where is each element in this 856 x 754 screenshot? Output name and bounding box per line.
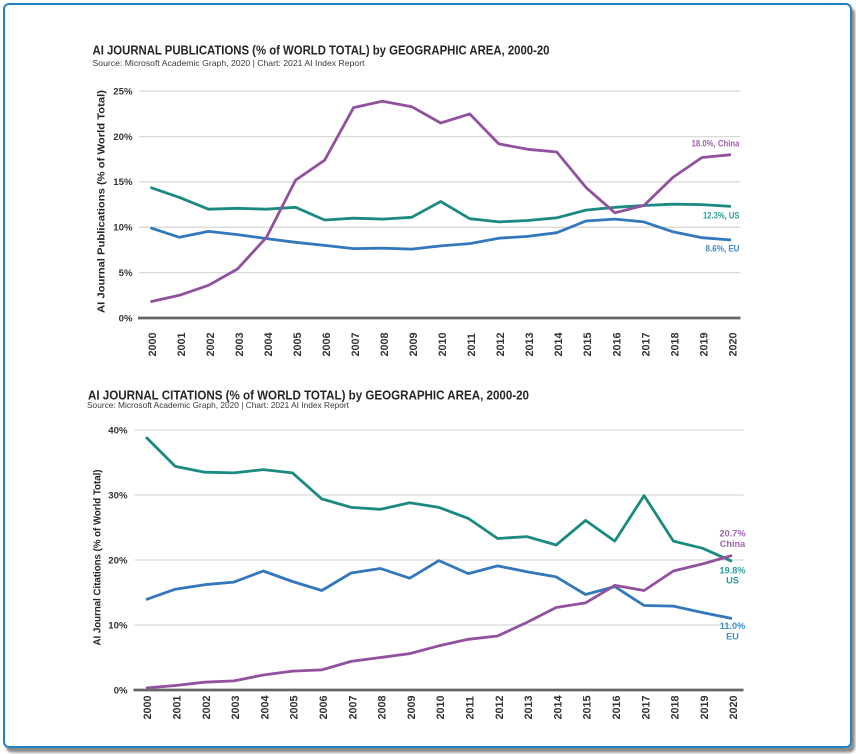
svg-text:15%: 15% xyxy=(113,177,133,188)
svg-text:2012: 2012 xyxy=(495,332,507,356)
svg-text:2006: 2006 xyxy=(318,695,330,719)
svg-text:AI JOURNAL PUBLICATIONS (% of: AI JOURNAL PUBLICATIONS (% of WORLD TOTA… xyxy=(93,43,550,58)
svg-text:2010: 2010 xyxy=(435,695,447,719)
svg-text:2000: 2000 xyxy=(142,695,154,719)
svg-text:18.0%, China: 18.0%, China xyxy=(692,138,741,148)
svg-text:2014: 2014 xyxy=(552,695,564,719)
svg-text:2017: 2017 xyxy=(640,695,652,719)
svg-text:AI Journal Publications (% of: AI Journal Publications (% of World Tota… xyxy=(97,90,108,313)
svg-text:2018: 2018 xyxy=(670,695,682,719)
svg-text:2020: 2020 xyxy=(727,332,739,356)
svg-text:19.8%: 19.8% xyxy=(719,566,745,576)
svg-text:2008: 2008 xyxy=(377,695,389,719)
svg-text:2011: 2011 xyxy=(465,696,477,719)
svg-text:12.3%, US: 12.3%, US xyxy=(703,210,740,220)
svg-text:25%: 25% xyxy=(113,87,133,98)
svg-text:30%: 30% xyxy=(108,490,128,501)
svg-text:10%: 10% xyxy=(108,620,128,631)
svg-text:2019: 2019 xyxy=(699,695,711,719)
svg-text:0%: 0% xyxy=(119,313,133,324)
svg-text:2000: 2000 xyxy=(147,332,159,356)
svg-text:2013: 2013 xyxy=(524,332,536,356)
svg-text:2012: 2012 xyxy=(494,695,506,719)
svg-text:US: US xyxy=(726,576,739,586)
svg-text:Source: Microsoft Academic Gra: Source: Microsoft Academic Graph, 2020 |… xyxy=(93,58,366,68)
svg-text:2018: 2018 xyxy=(669,332,681,356)
svg-text:2009: 2009 xyxy=(406,695,418,719)
svg-text:2020: 2020 xyxy=(728,695,740,719)
svg-text:AI Journal Citations (% of Wor: AI Journal Citations (% of World Total) xyxy=(93,470,104,646)
svg-text:2002: 2002 xyxy=(205,332,217,356)
svg-text:2001: 2001 xyxy=(172,695,184,719)
svg-text:11.0%: 11.0% xyxy=(720,621,746,631)
svg-text:2016: 2016 xyxy=(611,695,623,719)
svg-text:2019: 2019 xyxy=(698,332,710,356)
svg-text:2003: 2003 xyxy=(234,332,246,356)
svg-text:2010: 2010 xyxy=(437,332,449,356)
svg-text:EU: EU xyxy=(726,632,739,642)
svg-text:2008: 2008 xyxy=(379,332,391,356)
svg-text:2009: 2009 xyxy=(408,332,420,356)
svg-text:2017: 2017 xyxy=(640,332,652,356)
svg-text:Source: Microsoft Academic Gra: Source: Microsoft Academic Graph, 2020 |… xyxy=(87,400,350,410)
svg-text:2004: 2004 xyxy=(263,332,275,356)
svg-text:20%: 20% xyxy=(113,132,133,143)
svg-text:2015: 2015 xyxy=(582,695,594,719)
svg-text:5%: 5% xyxy=(119,268,133,279)
svg-text:2001: 2001 xyxy=(176,332,188,356)
svg-text:2006: 2006 xyxy=(321,332,333,356)
svg-text:2013: 2013 xyxy=(523,695,535,719)
svg-text:2005: 2005 xyxy=(292,332,304,356)
svg-text:8.6%, EU: 8.6%, EU xyxy=(706,244,740,254)
svg-text:China: China xyxy=(720,539,746,549)
svg-text:2015: 2015 xyxy=(582,332,594,356)
svg-text:2007: 2007 xyxy=(350,332,362,356)
svg-text:2014: 2014 xyxy=(553,332,565,356)
svg-text:2016: 2016 xyxy=(611,332,623,356)
svg-text:40%: 40% xyxy=(108,425,128,436)
svg-text:20.7%: 20.7% xyxy=(719,529,745,539)
svg-text:20%: 20% xyxy=(108,555,128,566)
svg-text:2007: 2007 xyxy=(347,695,359,719)
svg-text:2002: 2002 xyxy=(201,695,213,719)
svg-text:0%: 0% xyxy=(114,685,128,696)
svg-text:AI JOURNAL CITATIONS (% of WOR: AI JOURNAL CITATIONS (% of WORLD TOTAL) … xyxy=(88,387,529,402)
svg-text:2005: 2005 xyxy=(289,695,301,719)
svg-text:10%: 10% xyxy=(113,223,133,234)
svg-text:2004: 2004 xyxy=(259,695,271,719)
svg-text:2011: 2011 xyxy=(466,333,478,356)
svg-text:2003: 2003 xyxy=(230,695,242,719)
